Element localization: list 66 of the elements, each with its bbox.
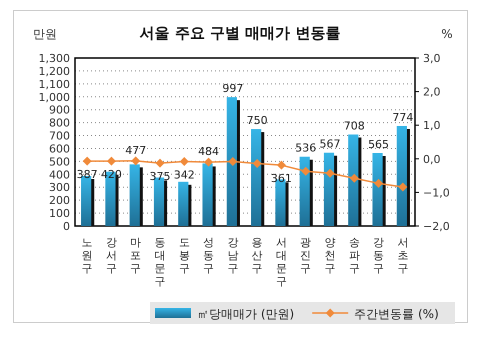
point [276, 160, 286, 170]
data-label: 387 [76, 168, 98, 182]
y2-tick-label: −2,0 [423, 220, 450, 233]
data-label: 774 [392, 110, 414, 124]
y-tick-label: 0 [63, 220, 70, 233]
point [252, 159, 262, 168]
x-tick-label: 양천구 [324, 236, 336, 275]
point [204, 158, 214, 167]
y2-tick-label: −1,0 [423, 186, 450, 200]
x-tick-label: 강서구 [106, 236, 117, 275]
point [228, 156, 238, 166]
data-label: 536 [295, 142, 316, 155]
point [398, 182, 408, 192]
y-tick-label: 500 [49, 155, 70, 168]
data-label: 484 [198, 145, 220, 158]
x-tick-label: 도봉구 [178, 236, 190, 275]
point [301, 166, 310, 176]
y-axis-title: 만원 [33, 27, 57, 41]
y-tick-label: 1,000 [38, 90, 70, 104]
y-tick-label: 900 [49, 104, 70, 117]
point [350, 174, 359, 183]
y-tick-label: 200 [49, 194, 70, 208]
point [82, 156, 92, 166]
y-tick-label: 1,100 [38, 78, 70, 91]
data-label: 342 [174, 168, 195, 182]
data-label: 750 [246, 114, 268, 128]
y-tick-label: 400 [49, 168, 70, 182]
point [180, 156, 189, 166]
point [326, 168, 334, 178]
y2-tick-label: 1,0 [423, 119, 440, 132]
y2-axis-title: % [441, 27, 453, 41]
point [374, 178, 384, 188]
legend-label: 주간변동률 (%) [354, 307, 439, 321]
chart-title: 서울 주요 구별 매매가 변동률 [140, 24, 340, 42]
x-tick-label: 서대문구 [276, 236, 287, 288]
data-label: 567 [320, 138, 340, 151]
x-tick-label: 강동구 [373, 236, 384, 275]
y-tick-label: 800 [49, 116, 70, 130]
y-tick-label: 700 [49, 130, 70, 143]
y-tick-label: 300 [49, 181, 70, 194]
data-label: 361 [270, 172, 292, 186]
x-tick-label: 강남구 [227, 236, 238, 275]
x-tick-label: 용산구 [252, 236, 263, 275]
y-tick-label: 1,200 [38, 64, 70, 78]
x-tick-label: 노원구 [82, 236, 93, 275]
point [106, 156, 116, 166]
data-label: 708 [344, 120, 365, 133]
x-tick-label: 동대문구 [154, 236, 166, 288]
y2-tick-label: 2,0 [423, 86, 440, 99]
y-tick-label: 600 [49, 142, 70, 156]
x-tick-label: 성동구 [203, 236, 214, 275]
data-label: 565 [368, 138, 390, 151]
data-label: 997 [222, 82, 244, 96]
data-label: 375 [150, 170, 170, 184]
y-tick-label: 100 [49, 207, 70, 220]
data-label: 477 [125, 144, 146, 157]
y2-tick-label: 0,0 [423, 152, 440, 166]
x-tick-label: 송파구 [348, 236, 360, 275]
point [131, 156, 140, 166]
x-tick-label: 광진구 [300, 236, 312, 275]
y-tick-label: 1,300 [38, 52, 70, 65]
point [156, 158, 164, 168]
legend-label: ㎡당매매가 (만원) [197, 307, 294, 321]
x-tick-label: 서초구 [397, 236, 408, 275]
y2-tick-label: 3,0 [423, 52, 440, 65]
x-tick-label: 마포구 [130, 236, 142, 275]
